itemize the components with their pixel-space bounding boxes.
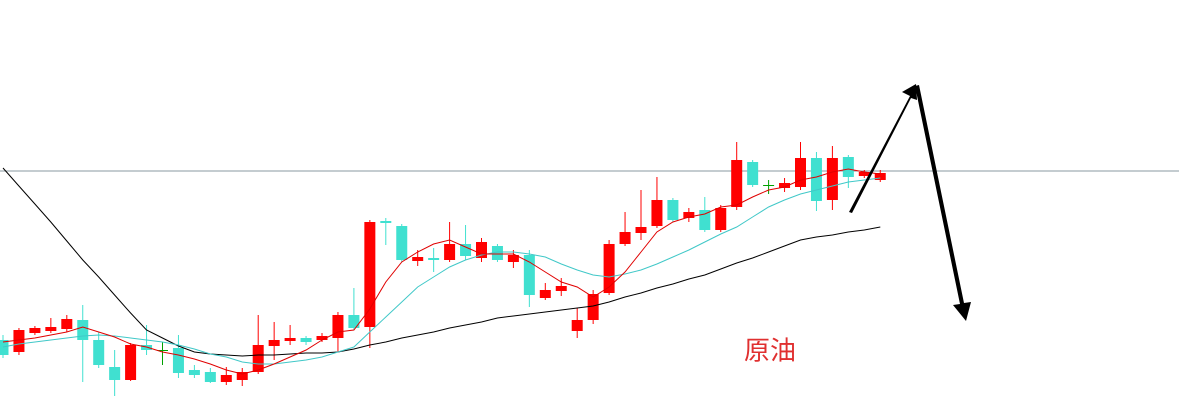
candle-body [220,375,232,382]
candle-body [747,162,759,185]
candle-body [284,338,296,341]
candle-body [810,158,822,201]
candle-body [364,222,376,327]
candle-body [460,244,472,256]
candle-body [507,255,519,262]
candle-body [826,158,838,200]
candle-body [476,242,487,258]
candle-body [683,212,695,218]
chart-label: 原油 [744,337,796,367]
candle-body [13,330,25,352]
candle-body [858,172,870,176]
candle-body [316,336,328,340]
candle-body [252,345,264,372]
candle-body [842,157,854,177]
candle-body [380,221,392,223]
candle-body [539,290,551,298]
candle-body [795,158,806,187]
arrow-up [849,84,917,213]
candle-body [603,244,615,293]
candle-body [77,320,89,340]
candle-body [348,315,360,328]
candle-body [587,294,599,320]
candle-body [428,258,440,260]
candle-body [779,183,791,188]
candle-body [204,372,216,382]
candle-body [667,200,679,220]
candle-body [444,244,456,260]
candle-body [172,348,184,373]
candle-body [188,370,200,375]
candle-body [332,315,344,338]
candle-body [571,320,583,331]
plot-area [0,142,1179,396]
candle-body [715,208,727,230]
candle-body [874,173,886,180]
candle-body [396,226,408,260]
candle-body [109,367,121,380]
candle-body [29,328,41,333]
candle-body [157,350,168,351]
candle-body [555,286,567,291]
arrow-down [915,85,971,321]
moving-average-line [2,177,881,365]
candle-body [651,200,663,226]
candle-body [61,319,73,329]
candle-body [0,340,9,355]
candle-body [731,160,743,207]
candle-body [236,372,248,380]
candle-body [268,340,280,346]
candle-body [45,327,57,331]
candle-body [491,246,503,260]
candle-body [619,232,631,244]
candle-body [125,345,137,380]
candle-body [412,257,424,261]
candle-body [93,340,105,365]
candle-body [699,210,711,230]
candle-body [300,338,312,342]
candle-body [523,255,535,295]
moving-average-line [2,167,881,357]
candle-body [763,185,775,186]
moving-average-line [2,168,881,375]
candle-body [635,227,647,233]
